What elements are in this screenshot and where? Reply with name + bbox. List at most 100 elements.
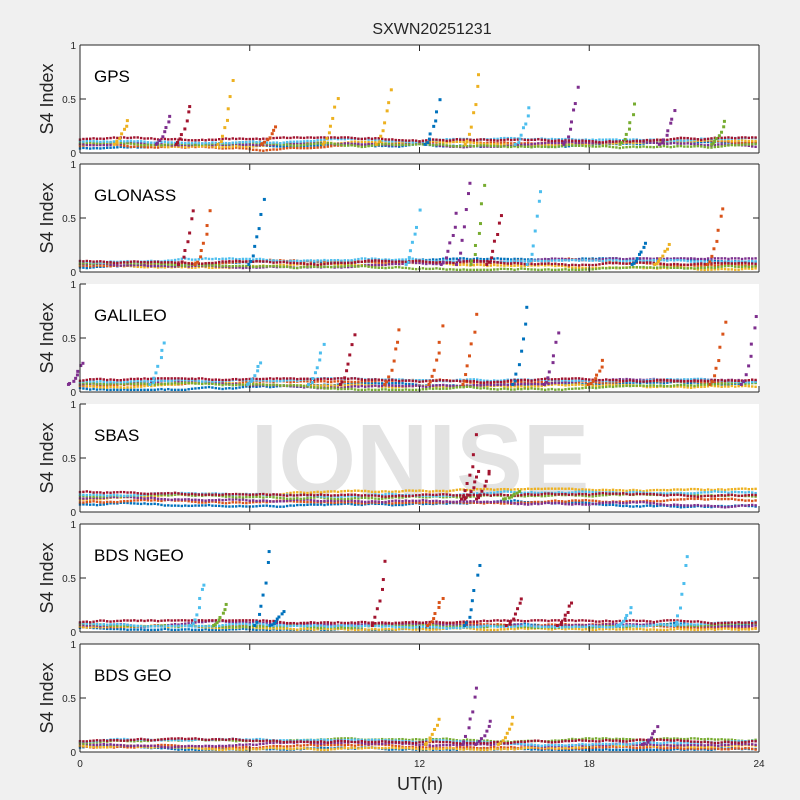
data-point bbox=[306, 263, 309, 266]
data-point bbox=[448, 268, 452, 271]
data-point bbox=[438, 378, 442, 382]
data-point bbox=[442, 257, 445, 260]
data-point bbox=[574, 141, 577, 144]
data-point bbox=[265, 258, 268, 262]
data-point bbox=[571, 380, 574, 384]
data-point bbox=[574, 377, 577, 380]
data-point bbox=[615, 382, 618, 385]
spike-point bbox=[531, 244, 535, 248]
data-point bbox=[720, 257, 723, 260]
data-point bbox=[367, 265, 370, 268]
data-point bbox=[577, 383, 581, 386]
data-point bbox=[425, 139, 428, 142]
data-point bbox=[571, 142, 574, 146]
data-point bbox=[435, 143, 438, 147]
data-point bbox=[302, 500, 306, 504]
data-point bbox=[109, 380, 112, 384]
data-point bbox=[384, 385, 387, 388]
data-point bbox=[676, 145, 679, 148]
data-point bbox=[330, 262, 333, 265]
data-point bbox=[350, 264, 353, 268]
data-point bbox=[506, 141, 509, 145]
data-point bbox=[574, 263, 577, 267]
data-point bbox=[720, 380, 723, 384]
data-point bbox=[272, 377, 275, 381]
spike-point bbox=[657, 142, 661, 146]
data-point bbox=[496, 261, 499, 264]
data-point bbox=[221, 257, 224, 260]
data-point bbox=[99, 503, 102, 506]
data-point bbox=[333, 380, 336, 383]
data-point bbox=[571, 501, 574, 505]
data-point bbox=[676, 262, 679, 266]
data-point bbox=[296, 384, 299, 387]
data-point bbox=[258, 383, 262, 386]
data-point bbox=[747, 136, 751, 140]
data-point bbox=[299, 378, 302, 382]
data-point bbox=[554, 139, 557, 143]
spike-point bbox=[460, 238, 464, 242]
data-point bbox=[526, 379, 530, 382]
data-point bbox=[384, 261, 387, 265]
data-point bbox=[272, 145, 275, 148]
spike-point bbox=[665, 133, 669, 137]
data-point bbox=[628, 384, 632, 388]
data-point bbox=[496, 264, 499, 267]
data-point bbox=[347, 387, 350, 391]
data-point bbox=[560, 138, 564, 141]
data-point bbox=[197, 379, 201, 383]
data-point bbox=[363, 259, 367, 263]
data-point bbox=[180, 145, 184, 148]
spike-point bbox=[527, 106, 531, 110]
data-point bbox=[319, 265, 323, 268]
data-point bbox=[146, 259, 150, 263]
spike-point bbox=[715, 239, 719, 243]
data-point bbox=[187, 145, 190, 149]
data-point bbox=[116, 261, 119, 265]
data-point bbox=[584, 386, 588, 389]
data-point bbox=[740, 263, 744, 267]
data-point bbox=[289, 377, 292, 380]
data-point bbox=[292, 259, 296, 263]
data-point bbox=[187, 265, 190, 268]
data-point bbox=[751, 499, 754, 503]
spike-point bbox=[633, 102, 637, 106]
data-point bbox=[370, 140, 374, 144]
data-point bbox=[197, 265, 201, 269]
data-point bbox=[696, 138, 700, 141]
data-point bbox=[706, 385, 710, 388]
data-point bbox=[221, 261, 224, 265]
data-point bbox=[306, 500, 309, 504]
data-point bbox=[577, 268, 581, 272]
data-point bbox=[625, 379, 628, 383]
data-point bbox=[214, 263, 217, 267]
data-point bbox=[513, 268, 516, 272]
data-point bbox=[187, 138, 190, 142]
data-point bbox=[190, 142, 194, 145]
data-point bbox=[567, 143, 571, 147]
data-point bbox=[82, 146, 85, 150]
data-point bbox=[299, 380, 302, 383]
data-point bbox=[533, 145, 537, 148]
data-point bbox=[228, 383, 231, 386]
data-point bbox=[693, 267, 696, 270]
data-point bbox=[241, 385, 245, 389]
data-point bbox=[309, 142, 313, 146]
data-point bbox=[421, 379, 425, 382]
data-point bbox=[744, 384, 747, 388]
data-point bbox=[387, 142, 391, 146]
data-point bbox=[374, 259, 377, 262]
data-point bbox=[672, 379, 676, 382]
data-point bbox=[414, 143, 418, 146]
data-point bbox=[672, 145, 676, 148]
data-point bbox=[224, 378, 228, 382]
data-point bbox=[537, 380, 540, 384]
data-point bbox=[672, 137, 676, 141]
spike-point bbox=[331, 116, 335, 120]
data-point bbox=[754, 265, 757, 268]
data-point bbox=[469, 385, 472, 389]
data-point bbox=[387, 144, 391, 147]
data-point bbox=[638, 145, 642, 149]
data-point bbox=[591, 263, 594, 267]
data-point bbox=[469, 141, 472, 144]
